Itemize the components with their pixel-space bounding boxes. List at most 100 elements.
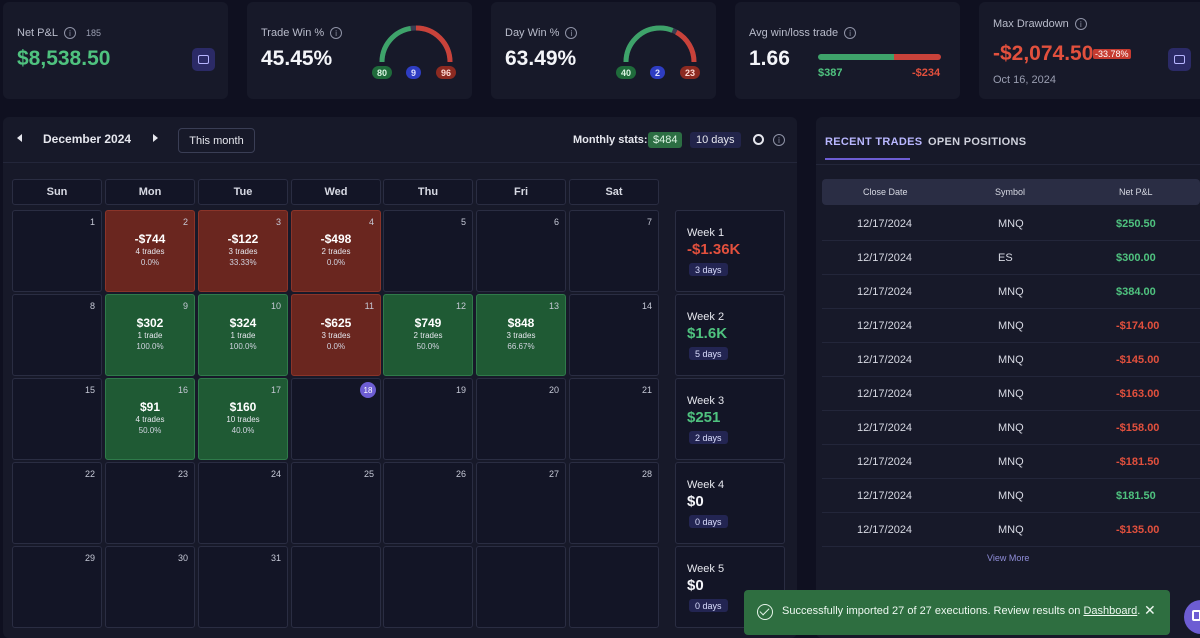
day-pnl: -$498 (320, 232, 352, 246)
tab-recent-trades[interactable]: RECENT TRADES (825, 136, 923, 148)
day-trade-count: 3 trades (321, 331, 351, 340)
avg-win-loss-value: 1.66 (749, 47, 790, 70)
day-trade-count: 2 trades (321, 247, 351, 256)
calendar-day[interactable]: 20 (476, 378, 566, 460)
table-row[interactable]: 12/17/2024 MNQ -$174.00 (822, 309, 1200, 343)
calendar-day[interactable]: 15 (12, 378, 102, 460)
net-pnl-chart-button[interactable] (192, 48, 215, 71)
day-pnl: $324 (229, 316, 257, 330)
day-win-rate: 0.0% (326, 258, 346, 267)
table-row[interactable]: 12/17/2024 MNQ -$158.00 (822, 411, 1200, 445)
table-row[interactable]: 12/17/2024 ES $300.00 (822, 241, 1200, 275)
trade-count: 185 (85, 28, 101, 38)
week-days-badge: 0 days (689, 515, 728, 528)
this-month-button[interactable]: This month (178, 128, 255, 153)
calendar-day[interactable]: 9 $302 1 trade 100.0% (105, 294, 195, 376)
week-label: Week 5 (687, 563, 725, 575)
calendar-day[interactable]: 28 (569, 462, 659, 544)
column-close-date[interactable]: Close Date (863, 187, 908, 197)
close-icon[interactable]: ✕ (1144, 603, 1156, 619)
calendar-day[interactable]: 3 -$122 3 trades 33.33% (198, 210, 288, 292)
calendar-day[interactable]: 10 $324 1 trade 100.0% (198, 294, 288, 376)
chart-icon (198, 55, 209, 64)
info-icon[interactable]: i (1074, 18, 1087, 30)
week-summary: Week 4 $0 0 days (675, 462, 785, 544)
day-win-rate: 0.0% (140, 258, 160, 267)
calendar-day[interactable]: 29 (12, 546, 102, 628)
monthly-pnl-badge: $484 (648, 132, 683, 148)
info-icon[interactable]: i (63, 27, 76, 39)
table-row[interactable]: 12/17/2024 MNQ -$163.00 (822, 377, 1200, 411)
net-pnl-card: Net P&L i 185 $8,538.50 (3, 2, 228, 99)
day-pnl: -$625 (320, 316, 352, 330)
day-win-rate: 33.33% (229, 258, 257, 267)
tab-open-positions[interactable]: OPEN POSITIONS (928, 136, 1027, 148)
calendar-day[interactable]: 8 (12, 294, 102, 376)
calendar-day[interactable]: 24 (198, 462, 288, 544)
calendar-day[interactable]: 6 (476, 210, 566, 292)
calendar-day[interactable]: 25 (291, 462, 381, 544)
calendar-day[interactable]: 21 (569, 378, 659, 460)
table-row[interactable]: 12/17/2024 MNQ -$145.00 (822, 343, 1200, 377)
calendar-day[interactable]: 13 $848 3 trades 66.67% (476, 294, 566, 376)
info-icon[interactable]: i (844, 27, 857, 39)
next-month-icon[interactable] (153, 134, 158, 142)
even-count-pill: 9 (406, 66, 422, 79)
calendar-day[interactable]: 17 $160 10 trades 40.0% (198, 378, 288, 460)
calendar-day[interactable] (291, 546, 381, 628)
calendar-day[interactable]: 4 -$498 2 trades 0.0% (291, 210, 381, 292)
chart-icon (1174, 55, 1185, 64)
active-tab-indicator (825, 158, 910, 160)
prev-month-icon[interactable] (17, 134, 22, 142)
gear-icon[interactable] (753, 134, 764, 145)
calendar-day[interactable]: 27 (476, 462, 566, 544)
symbol-cell: MNQ (998, 218, 1024, 230)
table-row[interactable]: 12/17/2024 MNQ $250.50 (822, 207, 1200, 241)
calendar-day[interactable] (383, 546, 473, 628)
avg-loss-label: -$234 (912, 67, 941, 79)
calendar-day[interactable]: 16 $91 4 trades 50.0% (105, 378, 195, 460)
calendar-day[interactable]: 18 (291, 378, 381, 460)
today-marker: 18 (360, 382, 376, 398)
toast-text: Successfully imported 27 of 27 execution… (782, 605, 1084, 617)
table-row[interactable]: 12/17/2024 MNQ $384.00 (822, 275, 1200, 309)
calendar-day[interactable]: 23 (105, 462, 195, 544)
import-success-toast: Successfully imported 27 of 27 execution… (744, 590, 1170, 635)
close-date-cell: 12/17/2024 (857, 252, 913, 264)
calendar-day[interactable]: 11 -$625 3 trades 0.0% (291, 294, 381, 376)
weekday-header: Sat (569, 179, 659, 205)
info-icon[interactable]: i (330, 27, 343, 39)
column-symbol[interactable]: Symbol (995, 187, 1026, 197)
info-icon[interactable]: i (773, 134, 785, 146)
calendar-day[interactable]: 30 (105, 546, 195, 628)
calendar-day[interactable] (569, 546, 659, 628)
calendar-day[interactable]: 1 (12, 210, 102, 292)
table-row[interactable]: 12/17/2024 MNQ -$135.00 (822, 513, 1200, 547)
drawdown-chart-button[interactable] (1168, 48, 1191, 71)
table-row[interactable]: 12/17/2024 MNQ -$181.50 (822, 445, 1200, 479)
day-number: 12 (455, 301, 466, 311)
calendar-panel: December 2024 This month Monthly stats: … (3, 117, 797, 638)
calendar-day[interactable]: 14 (569, 294, 659, 376)
calendar-day[interactable]: 31 (198, 546, 288, 628)
calendar-day[interactable]: 26 (383, 462, 473, 544)
symbol-cell: MNQ (998, 490, 1024, 502)
view-more-link[interactable]: View More (987, 553, 1030, 563)
calendar-day[interactable]: 22 (12, 462, 102, 544)
calendar-day[interactable]: 2 -$744 4 trades 0.0% (105, 210, 195, 292)
avg-win-loss-card: Avg win/loss trade i 1.66 $387 -$234 (735, 2, 960, 99)
day-number: 11 (364, 301, 374, 311)
even-count-pill: 2 (650, 66, 666, 79)
dashboard-link[interactable]: Dashboard (1083, 605, 1138, 617)
calendar-day[interactable]: 12 $749 2 trades 50.0% (383, 294, 473, 376)
column-net-pnl[interactable]: Net P&L (1119, 187, 1153, 197)
calendar-day[interactable]: 5 (383, 210, 473, 292)
calendar-day[interactable]: 19 (383, 378, 473, 460)
calendar-day[interactable] (476, 546, 566, 628)
gauge-win-arc (623, 25, 697, 63)
table-row[interactable]: 12/17/2024 MNQ $181.50 (822, 479, 1200, 513)
toast-message: Successfully imported 27 of 27 execution… (782, 605, 1140, 617)
calendar-day[interactable]: 7 (569, 210, 659, 292)
info-icon[interactable]: i (565, 27, 578, 39)
day-win-rate: 0.0% (326, 342, 346, 351)
